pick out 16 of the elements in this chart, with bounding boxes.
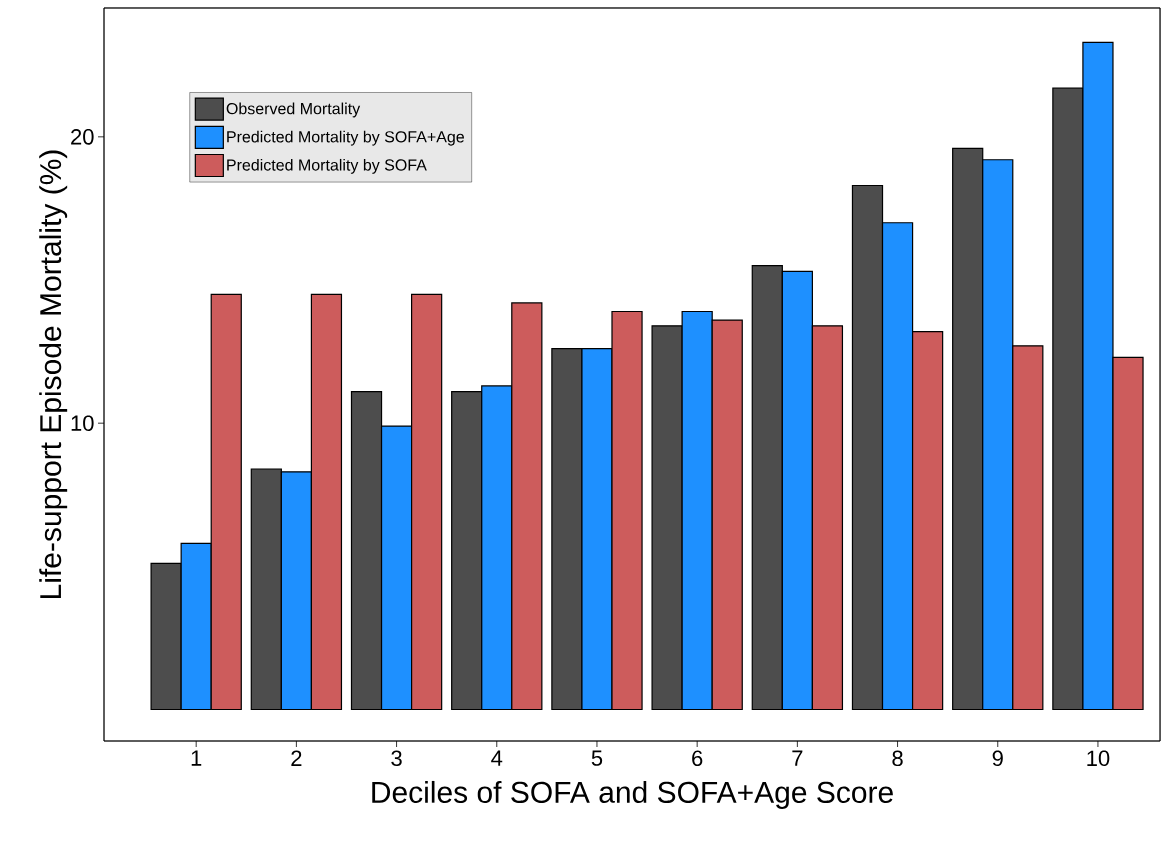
legend-label: Predicted Mortality by SOFA+Age	[227, 130, 464, 146]
y-tick-label: 20	[71, 129, 94, 145]
legend-label: Observed Mortality	[226, 102, 361, 118]
y-axis-title: Life-support Episode Mortality (%)	[39, 150, 68, 598]
x-tick-label: 9	[992, 750, 1003, 767]
x-tick-label: 5	[591, 750, 603, 766]
x-tick-label: 4	[491, 750, 503, 766]
x-axis-title: Deciles of SOFA and SOFA+Age Score	[372, 780, 893, 809]
x-tick-label: 10	[1087, 750, 1110, 767]
x-tick-label: 3	[391, 750, 402, 767]
x-tick-label: 8	[892, 750, 903, 767]
x-tick-label: 7	[792, 750, 803, 766]
x-tick-label: 6	[692, 750, 703, 767]
x-tick-label: 1	[191, 750, 202, 766]
legend-label: Predicted Mortality by SOFA	[227, 158, 427, 174]
x-tick-label: 2	[291, 750, 302, 766]
